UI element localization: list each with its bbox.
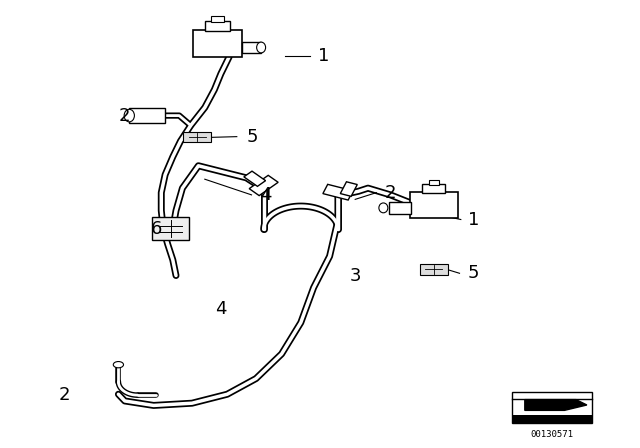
Text: 1: 1 — [317, 47, 329, 65]
Bar — [242, 42, 261, 53]
Bar — [205, 21, 230, 31]
Bar — [129, 108, 165, 123]
Bar — [420, 264, 448, 275]
Ellipse shape — [113, 362, 124, 368]
Bar — [410, 192, 458, 218]
Bar — [512, 392, 592, 423]
Ellipse shape — [379, 203, 388, 213]
Text: 2: 2 — [385, 184, 396, 202]
Ellipse shape — [124, 109, 134, 122]
Text: 5: 5 — [468, 264, 479, 282]
Bar — [323, 184, 353, 200]
Text: 4: 4 — [215, 300, 227, 318]
Bar — [211, 16, 224, 22]
FancyBboxPatch shape — [152, 217, 189, 240]
Bar — [183, 132, 211, 142]
Text: 5: 5 — [247, 128, 259, 146]
Bar — [512, 415, 592, 423]
Text: 00130571: 00130571 — [530, 430, 573, 439]
Ellipse shape — [257, 42, 266, 53]
Bar — [340, 182, 357, 196]
Text: 2: 2 — [58, 386, 70, 404]
Text: 4: 4 — [260, 186, 271, 204]
Bar — [429, 180, 439, 185]
Text: 1: 1 — [468, 211, 479, 228]
Bar — [249, 175, 278, 196]
Text: 2: 2 — [119, 108, 131, 125]
Polygon shape — [525, 400, 587, 410]
Bar — [193, 30, 242, 57]
Text: 3: 3 — [349, 267, 361, 284]
Text: 6: 6 — [151, 220, 163, 238]
Bar — [422, 184, 445, 193]
Bar — [244, 171, 266, 186]
Bar — [389, 202, 411, 214]
